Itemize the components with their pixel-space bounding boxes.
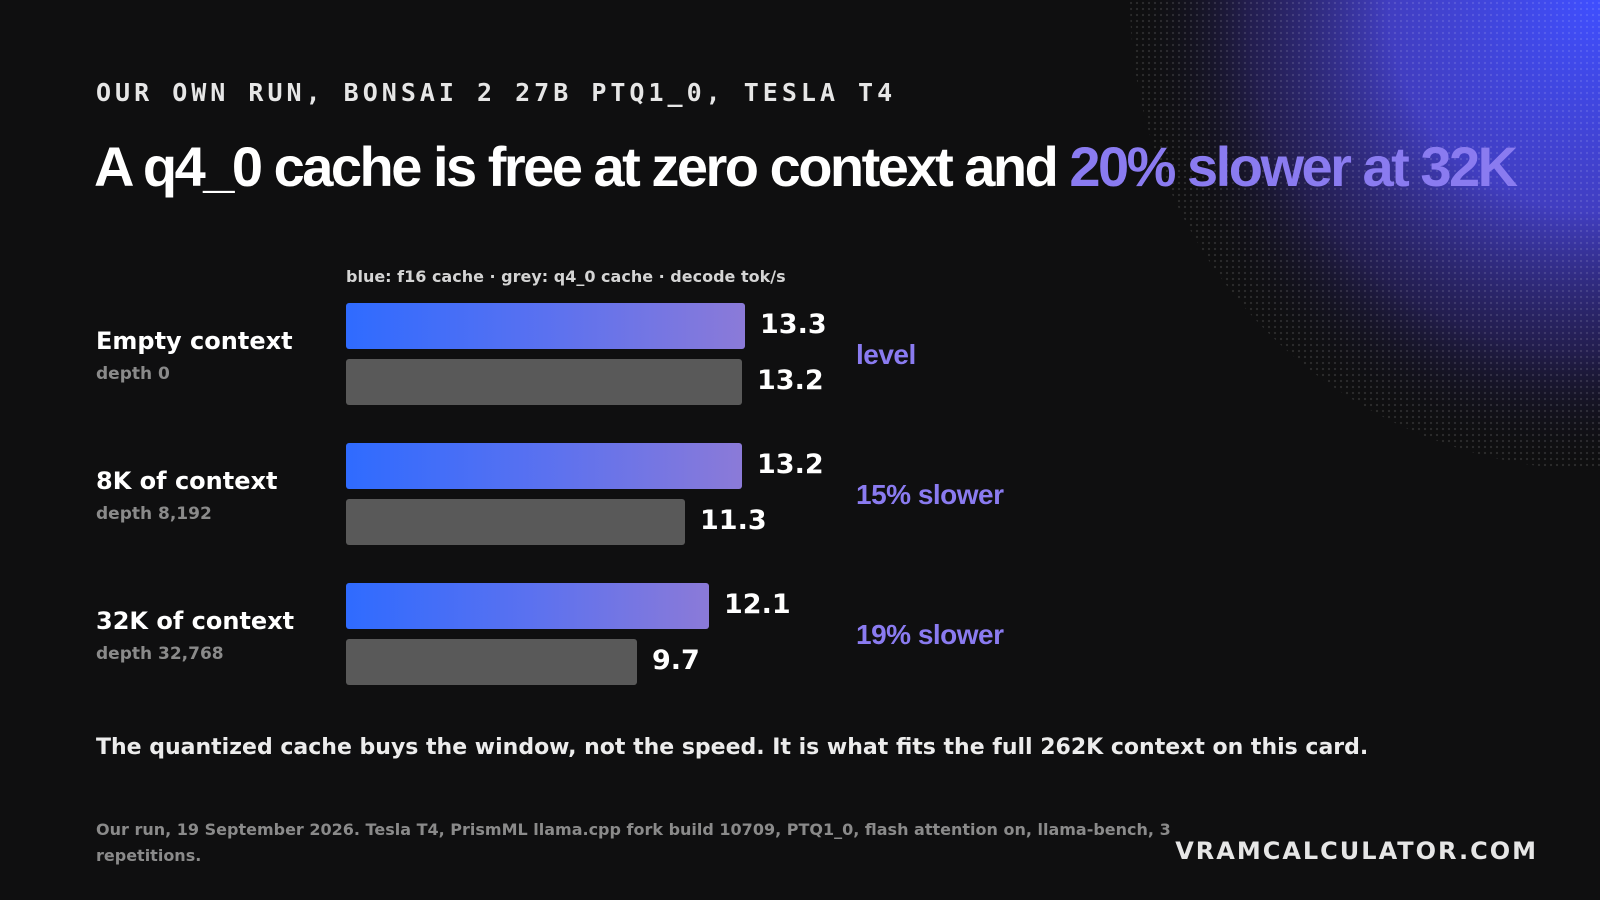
headline: A q4_0 cache is free at zero context and… <box>94 134 1518 199</box>
takeaway-text: The quantized cache buys the window, not… <box>96 735 1369 760</box>
delta-annotation: 19% slower <box>856 619 1004 650</box>
category-depth-label: depth 32,768 <box>96 644 224 664</box>
bar-f16 <box>346 583 709 629</box>
category-label: Empty context <box>96 327 293 355</box>
headline-main: A q4_0 cache is free at zero context and <box>94 135 1070 198</box>
bar-value-label: 13.2 <box>757 365 824 396</box>
bar-f16 <box>346 443 742 489</box>
eyebrow-subtitle: OUR OWN RUN, BONSAI 2 27B PTQ1_0, TESLA … <box>96 78 897 107</box>
bar-q4_0 <box>346 499 685 545</box>
category-label: 8K of context <box>96 467 278 495</box>
chart-legend: blue: f16 cache · grey: q4_0 cache · dec… <box>346 267 786 286</box>
category-depth-label: depth 0 <box>96 364 170 384</box>
category-label: 32K of context <box>96 607 295 635</box>
bar-value-label: 13.3 <box>760 309 827 340</box>
bar-value-label: 13.2 <box>757 449 824 480</box>
bar-q4_0 <box>346 359 742 405</box>
bar-f16 <box>346 303 745 349</box>
delta-annotation: level <box>856 339 916 370</box>
bar-value-label: 12.1 <box>724 589 791 620</box>
bar-q4_0 <box>346 639 637 685</box>
bar-value-label: 9.7 <box>652 645 700 676</box>
source-note: Our run, 19 September 2026. Tesla T4, Pr… <box>96 820 1171 865</box>
brand-logo-text: VRAMCALCULATOR.COM <box>1175 837 1538 865</box>
headline-accent: 20% slower at 32K <box>1069 135 1518 198</box>
bar-value-label: 11.3 <box>700 505 767 536</box>
delta-annotation: 15% slower <box>856 479 1004 510</box>
category-depth-label: depth 8,192 <box>96 504 212 524</box>
